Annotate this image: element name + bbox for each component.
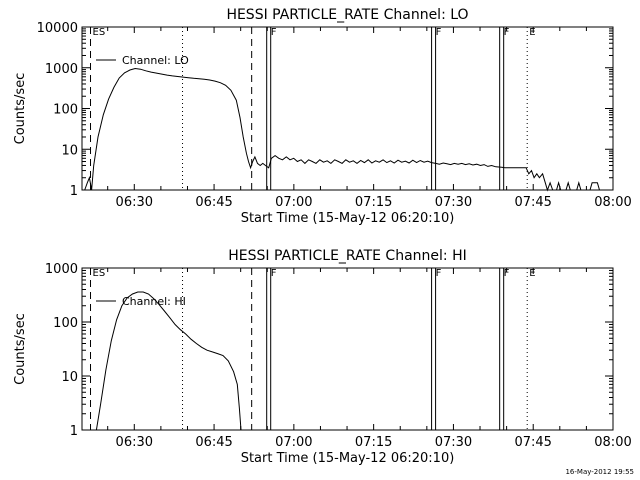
y-tick-label: 1 xyxy=(70,424,78,439)
legend-label: Channel: HI xyxy=(122,295,186,308)
legend-label: Channel: LO xyxy=(122,54,189,67)
x-tick-label: 07:30 xyxy=(435,435,472,450)
y-tick-label: 1000 xyxy=(45,62,78,77)
y-tick-label: 1000 xyxy=(45,262,78,277)
x-tick-label: 07:00 xyxy=(275,195,312,210)
y-tick-label: 10000 xyxy=(37,21,78,36)
panel-hi: HESSI PARTICLE_RATE Channel: HI 06:30 06:4… xyxy=(13,248,632,466)
x-tick-label: 08:00 xyxy=(594,195,631,210)
x-tick-label: 08:00 xyxy=(594,435,631,450)
event-marker-label: F xyxy=(271,27,277,38)
x-tick-label: 06:45 xyxy=(195,195,232,210)
y-tick-label: 1 xyxy=(70,184,78,199)
event-marker-label: ES xyxy=(93,27,106,38)
chart-title: HESSI PARTICLE_RATE Channel: HI xyxy=(228,248,466,264)
x-tick-label: 07:45 xyxy=(514,435,551,450)
x-axis-label: Start Time (15-May-12 06:20:10) xyxy=(241,451,455,466)
y-axis-label: Counts/sec xyxy=(13,313,28,385)
x-tick-label: 07:15 xyxy=(355,435,392,450)
x-tick-label: 07:15 xyxy=(355,195,392,210)
event-marker-label: ES xyxy=(93,268,106,279)
event-marker-label: F xyxy=(436,27,442,38)
x-tick-label: 06:45 xyxy=(195,435,232,450)
y-axis-label: Counts/sec xyxy=(13,73,28,145)
x-axis-label: Start Time (15-May-12 06:20:10) xyxy=(241,211,455,226)
event-marker-label: F xyxy=(504,27,510,38)
chart-title: HESSI PARTICLE_RATE Channel: LO xyxy=(226,7,468,23)
y-tick-label: 100 xyxy=(53,316,78,331)
event-marker-label: E xyxy=(529,268,535,279)
x-tick-label: 07:45 xyxy=(514,195,551,210)
event-marker-label: F xyxy=(271,268,277,279)
x-tick-label: 06:30 xyxy=(116,195,153,210)
event-marker-label: F xyxy=(504,268,510,279)
data-series-line xyxy=(84,67,613,192)
plot-frame xyxy=(81,26,614,191)
x-tick-label: 07:30 xyxy=(435,195,472,210)
y-tick-label: 10 xyxy=(61,143,78,158)
data-series-line xyxy=(95,291,242,431)
panel-lo: HESSI PARTICLE_RATE Channel: LO 06:30 06:4… xyxy=(13,7,632,226)
x-tick-label: 07:00 xyxy=(275,435,312,450)
event-marker-label: F xyxy=(436,268,442,279)
x-tick-label: 06:30 xyxy=(116,435,153,450)
generation-timestamp: 16-May-2012 19:55 xyxy=(565,468,634,476)
plot-frame xyxy=(81,267,614,431)
y-tick-label: 100 xyxy=(53,103,78,118)
event-marker-label: E xyxy=(529,27,535,38)
y-tick-label: 10 xyxy=(61,370,78,385)
